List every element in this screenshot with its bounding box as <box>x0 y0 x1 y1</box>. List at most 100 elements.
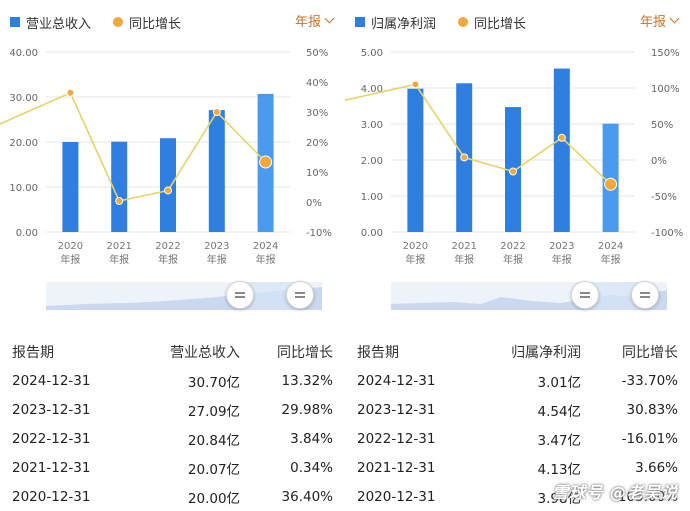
period-dropdown[interactable]: 年报 <box>295 11 335 30</box>
y-right-tick-label: 50% <box>306 48 328 59</box>
x-tick-label: 2022 <box>155 241 180 252</box>
y-left-tick-label: 4.00 <box>361 84 383 95</box>
table-row[interactable]: 2022-12-31 3.47亿 -16.01% <box>345 424 690 453</box>
line-legend-swatch <box>458 17 469 27</box>
growth-point[interactable] <box>115 196 124 205</box>
report-date-cell: 2021-12-31 <box>12 459 91 476</box>
range-slider[interactable] <box>391 281 667 310</box>
growth-point[interactable] <box>604 177 618 191</box>
bar[interactable] <box>407 88 424 232</box>
revenue-chart[interactable]: 40.00 30.00 20.00 10.00 0.00 50% 40% 30% 20% 10% 0… <box>0 40 345 275</box>
line-legend-label[interactable]: 同比增长 <box>474 16 527 32</box>
x-tick-sublabel: 年报 <box>552 253 572 266</box>
table-row[interactable]: 2023-12-31 27.09亿 29.98% <box>0 395 345 424</box>
growth-cell: 30.83% <box>626 401 678 418</box>
slider-right-handle[interactable] <box>631 281 659 309</box>
table-header-row: 报告期 营业总收入 同比增长 <box>0 338 345 366</box>
y-left-tick-label: 0.00 <box>16 228 38 239</box>
y-left-tick-label: 3.00 <box>361 120 383 131</box>
x-tick-label: 2023 <box>204 241 229 252</box>
x-tick-label: 2022 <box>500 241 525 252</box>
y-right-tick-label: -10% <box>306 228 332 239</box>
table-row[interactable]: 2021-12-31 20.07亿 0.34% <box>0 453 345 482</box>
table-row[interactable]: 2020-12-31 3.98亿 105.00% <box>345 482 690 511</box>
net-profit-table: 报告期 归属净利润 同比增长 2024-12-31 3.01亿 -33.70% 2023-1… <box>345 338 690 511</box>
x-tick-sublabel: 年报 <box>60 253 80 266</box>
column-header: 归属净利润 <box>511 345 582 361</box>
line-legend-label[interactable]: 同比增长 <box>129 16 182 32</box>
bar-legend-label[interactable]: 归属净利润 <box>371 16 437 32</box>
x-tick-sublabel: 年报 <box>405 253 425 266</box>
x-tick-sublabel: 年报 <box>256 253 276 266</box>
x-tick-label: 2020 <box>58 241 83 252</box>
bar[interactable] <box>160 138 176 232</box>
y-left-tick-label: 20.00 <box>9 138 38 149</box>
y-left-tick-label: 10.00 <box>9 183 38 194</box>
growth-point[interactable] <box>460 153 469 162</box>
period-label: 年报 <box>639 15 666 30</box>
x-tick-label: 2024 <box>598 241 623 252</box>
table-row[interactable]: 2024-12-31 30.70亿 13.32% <box>0 366 345 395</box>
growth-cell: 3.66% <box>635 459 678 476</box>
growth-cell: -33.70% <box>621 372 678 389</box>
slider-left-handle[interactable] <box>226 281 254 309</box>
report-date-cell: 2023-12-31 <box>357 401 436 418</box>
growth-line <box>0 91 267 202</box>
y-right-tick-label: 40% <box>306 78 328 89</box>
bar-legend-swatch <box>10 17 20 27</box>
y-left-tick-label: 1.00 <box>361 192 383 203</box>
y-right-tick-label: 50% <box>651 120 673 131</box>
table-row[interactable]: 2020-12-31 20.00亿 36.40% <box>0 482 345 511</box>
net-profit-chart[interactable]: 5.00 4.00 3.00 2.00 1.00 0.00 150% 100% 50% 0% -50… <box>344 40 690 275</box>
table-header-row: 报告期 归属净利润 同比增长 <box>345 338 690 366</box>
growth-point[interactable] <box>212 108 221 117</box>
y-right-tick-label: -100% <box>651 228 683 239</box>
bar[interactable] <box>553 68 570 232</box>
y-left-tick-label: 2.00 <box>361 156 383 167</box>
report-date-cell: 2024-12-31 <box>357 372 436 389</box>
slider-right-handle[interactable] <box>286 281 314 309</box>
bar-legend-label[interactable]: 营业总收入 <box>26 16 92 32</box>
slider-left-handle[interactable] <box>571 281 599 309</box>
y-left-tick-label: 5.00 <box>361 48 383 59</box>
bar[interactable] <box>62 142 79 232</box>
watermark: 雪球号 @老吴说 <box>552 483 678 502</box>
growth-point[interactable] <box>509 167 517 176</box>
net-profit-panel: 归属净利润 同比增长 年报 5.00 4.00 3.00 2.00 1.00 0.00 15… <box>344 0 690 511</box>
growth-cell: -16.01% <box>621 430 678 447</box>
growth-point[interactable] <box>66 88 75 97</box>
growth-point[interactable] <box>557 133 566 142</box>
growth-point[interactable] <box>164 186 172 195</box>
bar[interactable] <box>111 141 128 232</box>
chevron-down-icon <box>324 13 335 24</box>
period-dropdown[interactable]: 年报 <box>639 11 680 30</box>
report-date-cell: 2022-12-31 <box>357 430 436 447</box>
value-cell: 27.09亿 <box>187 403 241 420</box>
x-tick-label: 2021 <box>106 241 131 252</box>
growth-cell: 3.84% <box>290 430 333 447</box>
x-tick-sublabel: 年报 <box>601 253 621 266</box>
bar[interactable] <box>208 110 225 232</box>
revenue-table: 报告期 营业总收入 同比增长 2024-12-31 30.70亿 13.32% 2023-1… <box>0 338 345 511</box>
growth-cell: 29.98% <box>281 401 333 418</box>
chevron-down-icon <box>669 13 680 24</box>
y-right-tick-label: 0% <box>651 156 667 167</box>
table-row[interactable]: 2024-12-31 3.01亿 -33.70% <box>345 366 690 395</box>
growth-point[interactable] <box>259 155 273 169</box>
chart-legend: 归属净利润 同比增长 <box>355 12 526 32</box>
range-slider[interactable] <box>46 281 322 310</box>
column-header: 营业总收入 <box>170 345 241 361</box>
y-right-tick-label: 30% <box>306 108 328 119</box>
value-cell: 20.84亿 <box>187 432 241 449</box>
table-row[interactable]: 2022-12-31 20.84亿 3.84% <box>0 424 345 453</box>
y-right-tick-label: 150% <box>651 48 680 59</box>
growth-point[interactable] <box>411 80 420 89</box>
bar-legend-swatch <box>355 17 365 27</box>
slider-preview <box>46 282 322 310</box>
value-cell: 3.98亿 <box>537 490 582 507</box>
table-row[interactable]: 2021-12-31 4.13亿 3.66% <box>345 453 690 482</box>
report-date-cell: 2022-12-31 <box>12 430 91 447</box>
growth-line <box>344 83 612 185</box>
table-row[interactable]: 2023-12-31 4.54亿 30.83% <box>345 395 690 424</box>
report-date-cell: 2024-12-31 <box>12 372 91 389</box>
